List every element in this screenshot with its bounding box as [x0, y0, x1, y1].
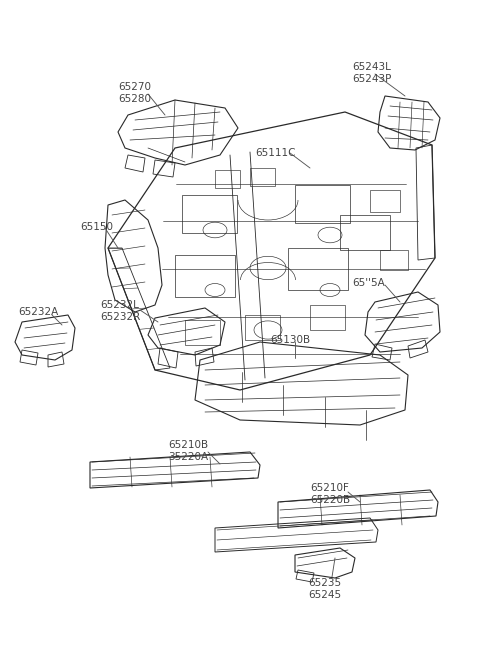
Text: 65243L
65243P: 65243L 65243P [352, 62, 391, 83]
Text: 65270
65280: 65270 65280 [118, 82, 151, 104]
Text: 65210F
65220B: 65210F 65220B [310, 483, 350, 505]
Text: 65232A: 65232A [18, 307, 58, 317]
Text: 65''5A: 65''5A [352, 278, 385, 288]
Text: 65232L
65232R: 65232L 65232R [100, 300, 140, 321]
Text: 65130B: 65130B [270, 335, 310, 345]
Text: 65150: 65150 [80, 222, 113, 232]
Text: 65111C: 65111C [255, 148, 296, 158]
Text: 65235
65245: 65235 65245 [308, 578, 341, 600]
Text: 65210B
35220A: 65210B 35220A [168, 440, 208, 462]
